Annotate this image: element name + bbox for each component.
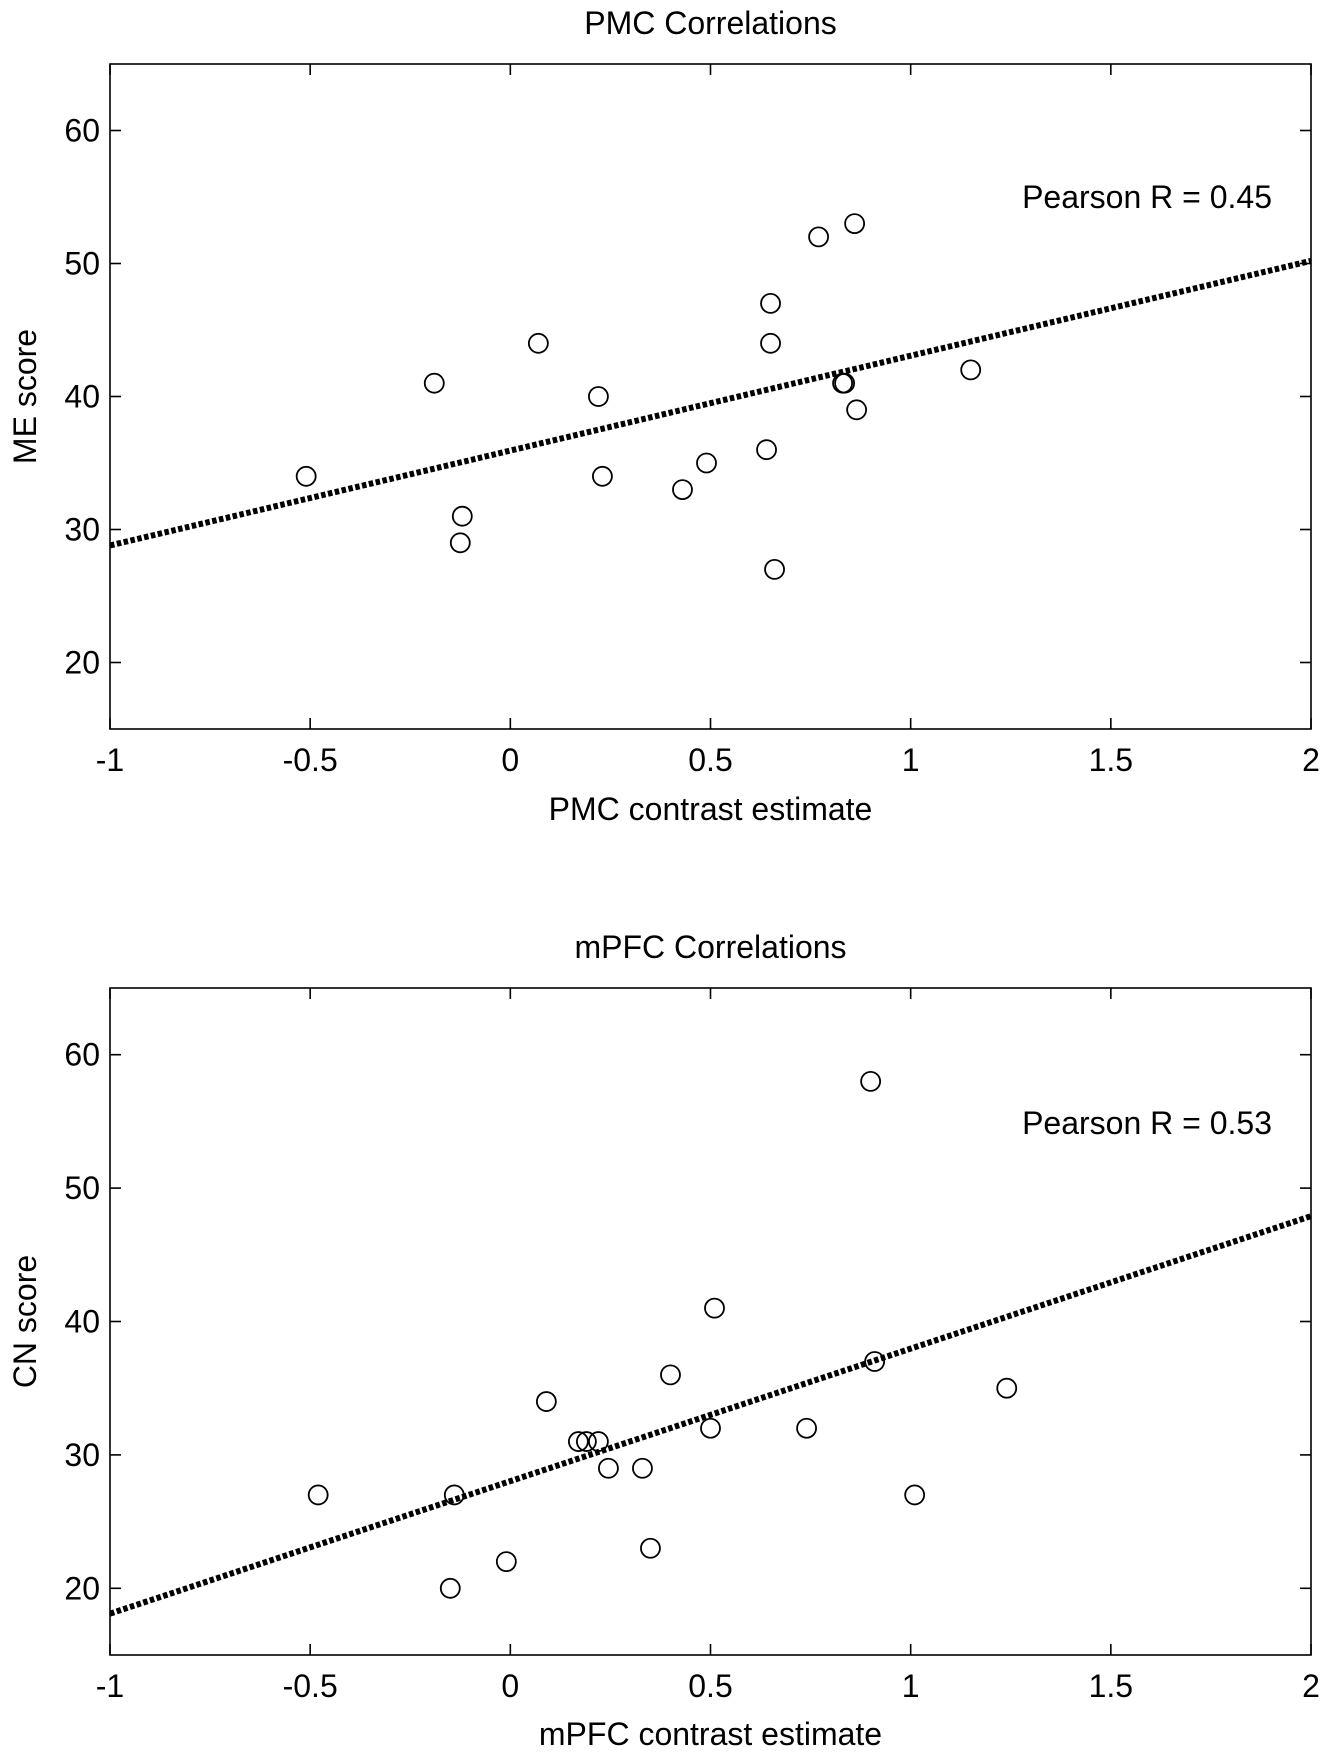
x-tick-label: 1 [902,1668,920,1704]
pearson-annotation: Pearson R = 0.53 [1022,1105,1272,1141]
data-point [439,1577,461,1599]
y-tick-label: 40 [64,1304,100,1340]
data-point [756,439,777,461]
data-point [451,505,473,527]
data-point [696,452,717,474]
data-point [307,1484,329,1506]
data-point [567,1431,589,1452]
x-tick-label: 1.5 [1089,1668,1133,1704]
x-tick-label: -0.5 [283,1668,338,1704]
data-point [632,1457,653,1479]
data-point [423,372,445,394]
pmc-chart-title: PMC Correlations [584,5,837,41]
regression-line [110,1213,1311,1617]
x-tick-label: 0 [501,742,519,778]
data-point [527,332,549,354]
y-tick-label: 30 [64,512,100,548]
data-point [672,479,693,501]
data-point [660,1364,681,1386]
x-tick-label: 2 [1302,1668,1320,1704]
data-point [704,1297,725,1319]
x-tick-label: 1.5 [1089,742,1133,778]
x-tick-label: 0 [501,1668,519,1704]
y-axis-label: CN score [7,1255,43,1388]
data-point [864,1351,886,1372]
data-point [904,1484,926,1506]
pmc-chart: -1 -0.5 0 0.5 1 1.5 2 20 30 40 50 60 Pearson R = 0.4… [7,5,1320,827]
y-tick-label: 20 [64,645,100,681]
plot-area [109,987,1312,1656]
data-point [575,1431,597,1452]
y-tick-label: 60 [64,1037,100,1073]
data-point [796,1417,817,1439]
x-tick-label: -1 [96,1668,124,1704]
data-point [700,1417,721,1439]
data-point [598,1457,619,1479]
x-tick-label: 0.5 [688,742,732,778]
mpfc-chart: -1 -0.5 0 0.5 1 1.5 2 20 30 40 50 60 Pearson R = 0.5… [7,929,1320,1752]
data-point [449,532,471,554]
data-point [295,465,317,487]
data-point [640,1537,661,1559]
x-tick-label: 0.5 [688,1668,732,1704]
data-point [588,1431,609,1452]
y-tick-label: 50 [64,246,100,282]
data-point [808,226,829,248]
y-tick-label: 20 [64,1570,100,1606]
x-tick-label: -1 [96,742,124,778]
mpfc-chart-title: mPFC Correlations [574,929,846,965]
regression-line [110,257,1311,549]
data-point [535,1391,557,1412]
y-tick-label: 60 [64,113,100,149]
data-point [592,465,613,487]
x-tick-label: -0.5 [283,742,338,778]
data-point [834,372,856,394]
data-point [764,559,785,580]
data-point [844,213,866,235]
data-point [960,359,982,381]
pearson-annotation: Pearson R = 0.45 [1022,179,1272,215]
data-point [588,386,609,407]
data-point [443,1484,465,1506]
y-tick-label: 40 [64,379,100,415]
data-point [495,1551,517,1573]
data-point [996,1377,1018,1399]
x-tick-label: 1 [902,742,920,778]
y-tick-label: 50 [64,1170,100,1206]
data-point [760,332,781,354]
plot-area [109,63,1312,730]
x-axis-label: PMC contrast estimate [549,791,873,827]
y-axis-label: ME score [7,329,43,464]
data-point [860,1070,882,1092]
x-axis-label: mPFC contrast estimate [539,1716,882,1752]
y-tick-label: 30 [64,1437,100,1473]
data-point [760,292,781,314]
data-point [846,399,868,421]
x-tick-label: 2 [1302,742,1320,778]
